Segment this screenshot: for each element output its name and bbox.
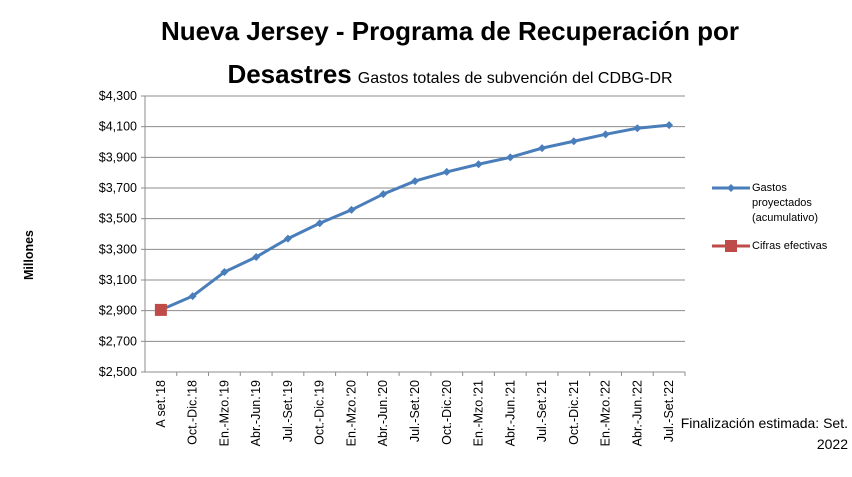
x-tick-label: En.-Mzo.'21 [472,380,486,446]
y-axis-label: Millones [22,230,36,280]
point [347,205,356,214]
y-tick-label: $4,100 [99,120,137,134]
y-tick-label: $3,500 [99,212,137,226]
y-tick-label: $3,900 [99,150,137,164]
x-tick-label: En.-Mzo.'19 [217,380,231,446]
x-tick-label: Oct.-Dic.'19 [313,380,327,445]
point [569,137,578,146]
y-tick-label: $2,700 [99,334,137,348]
x-tick-label: Abr.-Jun.'22 [630,380,644,446]
point [601,130,610,139]
point [220,268,229,277]
point [154,303,167,316]
y-tick-label: $3,700 [99,181,137,195]
y-tick-label: $2,900 [99,304,137,318]
legend-label: Cifras efectivas [752,240,828,252]
x-tick-label: A set.'18 [154,380,168,428]
point [474,160,483,169]
x-tick-label: Oct.-Dic.'21 [567,380,581,445]
x-tick-label: Jul.-Set.'19 [281,380,295,442]
legend-marker [725,240,737,252]
point [665,121,674,130]
point [633,124,642,133]
chart-subtitle: Gastos totales de subvención del CDBG-DR [357,70,673,87]
point [315,219,324,228]
x-tick-label: En.-Mzo.'22 [599,380,613,446]
point [283,234,292,243]
x-tick-label: Oct.-Dic.'18 [186,380,200,445]
point [411,177,419,186]
point [379,190,388,199]
x-tick-label: Abr.-Jun.'20 [376,380,390,446]
legend-label: Gastos proyectados (acumulativo) [752,182,819,224]
y-tick-label: $4,300 [99,89,137,103]
chart-title: Nueva Jersey - Programa de Recuperación … [160,16,739,89]
point [252,253,261,261]
y-tick-label: $3,100 [99,273,137,287]
x-tick-label: Abr.-Jun.'21 [503,380,517,446]
y-tick-label: $2,500 [99,365,137,379]
point [442,167,451,176]
x-tick-label: Jul.-Set.'22 [662,380,676,442]
y-tick-label: $3,300 [99,242,137,256]
x-tick-label: Jul.-Set.'20 [408,380,422,442]
x-tick-label: En.-Mzo.'20 [344,380,358,446]
annotation: Finalización estimada: Set. 2022 [680,415,848,452]
point [188,292,197,301]
title-block: Nueva Jersey - Programa de Recuperación … [130,12,770,98]
series-line [160,123,670,312]
legend-marker [727,184,735,192]
point [506,153,515,162]
point [538,144,547,153]
x-tick-label: Abr.-Jun.'19 [249,380,263,446]
x-tick-label: Jul.-Set.'21 [535,380,549,442]
x-tick-label: Oct.-Dic.'20 [440,380,454,445]
